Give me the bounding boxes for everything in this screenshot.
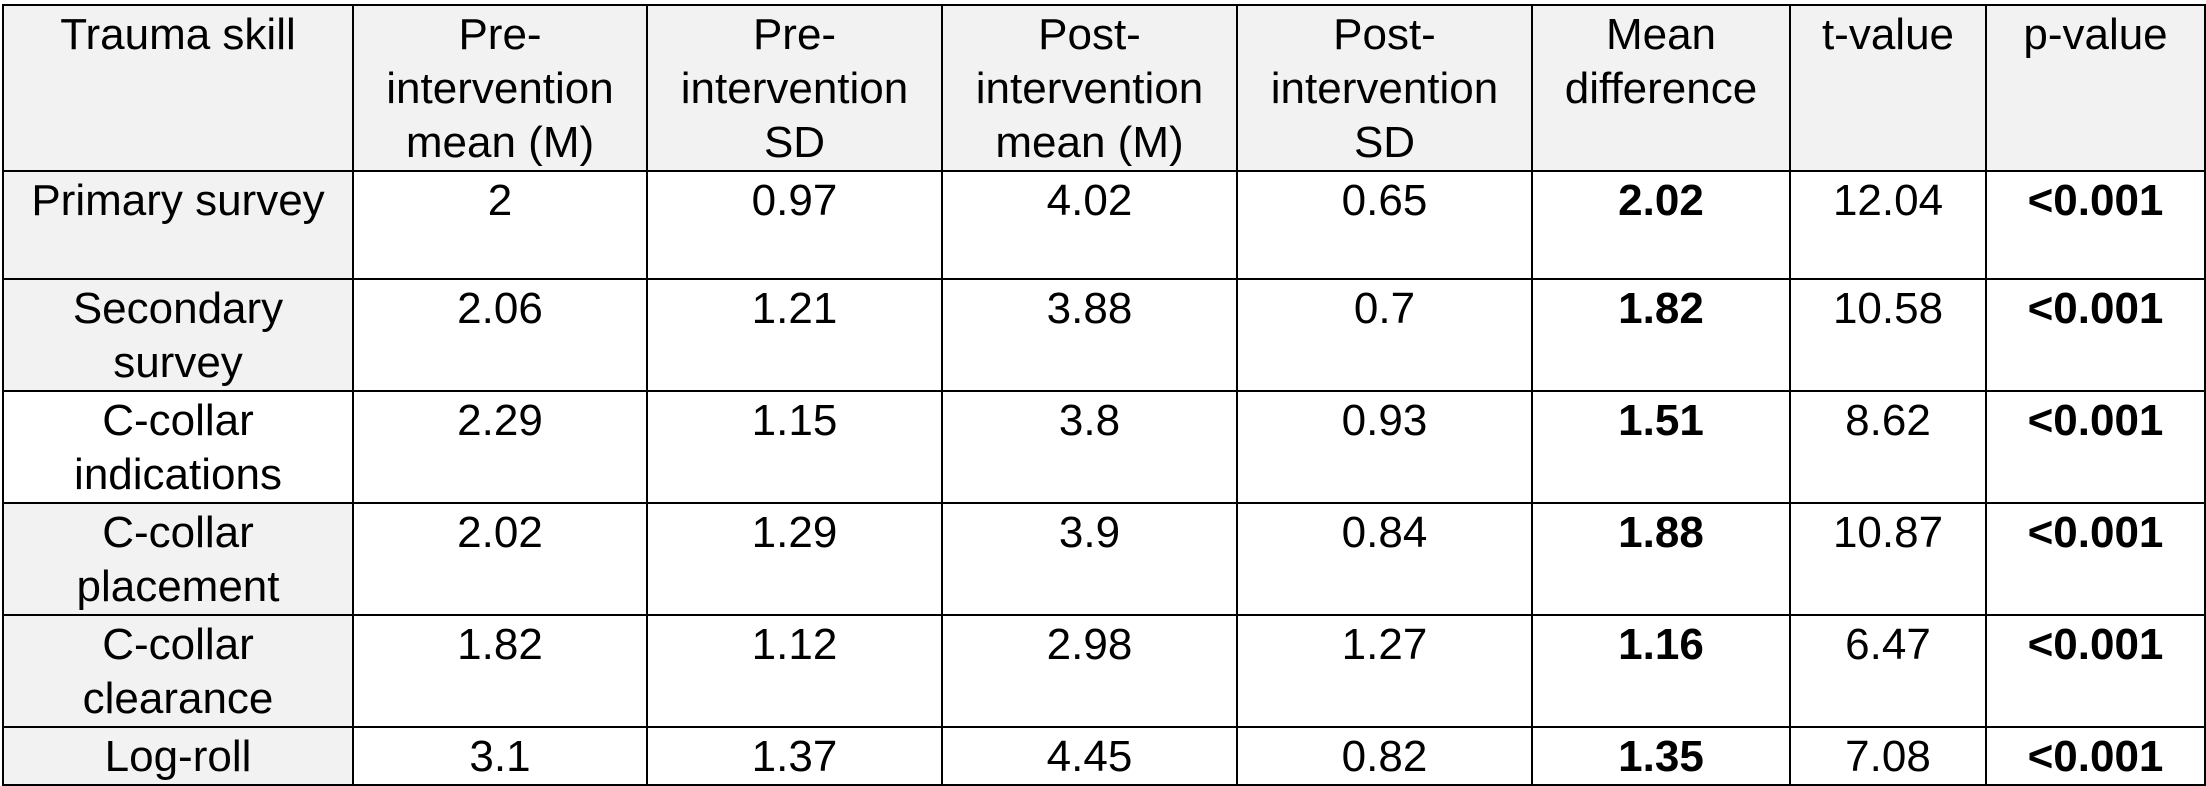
header-p-value: p-value [1985, 4, 2206, 172]
cell-pre-mean: 2.06 [352, 278, 648, 392]
cell-post-mean: 4.45 [941, 726, 1238, 786]
cell-pre-mean: 2.29 [352, 390, 648, 504]
cell-mean-difference: 2.02 [1531, 170, 1791, 280]
cell-pre-sd: 1.15 [646, 390, 943, 504]
table-header-row: Trauma skill Pre- intervention mean (M) … [2, 4, 2206, 172]
cell-mean-difference: 1.16 [1531, 614, 1791, 728]
header-post-sd: Post- intervention SD [1236, 4, 1533, 172]
cell-pre-sd: 1.37 [646, 726, 943, 786]
cell-post-mean: 2.98 [941, 614, 1238, 728]
cell-mean-difference: 1.51 [1531, 390, 1791, 504]
cell-pre-sd: 1.29 [646, 502, 943, 616]
cell-p-value: <0.001 [1985, 390, 2206, 504]
header-pre-sd: Pre- intervention SD [646, 4, 943, 172]
cell-skill: C-collar placement [2, 502, 354, 616]
cell-t-value: 7.08 [1789, 726, 1987, 786]
cell-post-sd: 0.93 [1236, 390, 1533, 504]
cell-pre-mean: 2 [352, 170, 648, 280]
cell-t-value: 10.58 [1789, 278, 1987, 392]
cell-p-value: <0.001 [1985, 278, 2206, 392]
trauma-skills-table: Trauma skill Pre- intervention mean (M) … [2, 4, 2206, 786]
table-row: Primary survey 2 0.97 4.02 0.65 2.02 12.… [2, 170, 2206, 280]
cell-post-mean: 4.02 [941, 170, 1238, 280]
header-post-mean: Post- intervention mean (M) [941, 4, 1238, 172]
cell-post-sd: 0.84 [1236, 502, 1533, 616]
cell-post-sd: 1.27 [1236, 614, 1533, 728]
table-row: C-collar placement 2.02 1.29 3.9 0.84 1.… [2, 502, 2206, 616]
table-row: Log-roll 3.1 1.37 4.45 0.82 1.35 7.08 <0… [2, 726, 2206, 786]
cell-post-sd: 0.65 [1236, 170, 1533, 280]
cell-pre-mean: 1.82 [352, 614, 648, 728]
cell-mean-difference: 1.35 [1531, 726, 1791, 786]
cell-post-sd: 0.7 [1236, 278, 1533, 392]
table-row: Secondary survey 2.06 1.21 3.88 0.7 1.82… [2, 278, 2206, 392]
cell-t-value: 12.04 [1789, 170, 1987, 280]
cell-t-value: 6.47 [1789, 614, 1987, 728]
header-mean-difference: Mean difference [1531, 4, 1791, 172]
cell-post-mean: 3.88 [941, 278, 1238, 392]
table-row: C-collar indications 2.29 1.15 3.8 0.93 … [2, 390, 2206, 504]
cell-skill: C-collar clearance [2, 614, 354, 728]
table-row: C-collar clearance 1.82 1.12 2.98 1.27 1… [2, 614, 2206, 728]
cell-skill: Log-roll [2, 726, 354, 786]
cell-pre-mean: 3.1 [352, 726, 648, 786]
cell-skill: Primary survey [2, 170, 354, 280]
cell-pre-mean: 2.02 [352, 502, 648, 616]
cell-pre-sd: 0.97 [646, 170, 943, 280]
cell-skill: Secondary survey [2, 278, 354, 392]
header-trauma-skill: Trauma skill [2, 4, 354, 172]
cell-p-value: <0.001 [1985, 614, 2206, 728]
cell-post-sd: 0.82 [1236, 726, 1533, 786]
cell-pre-sd: 1.21 [646, 278, 943, 392]
cell-pre-sd: 1.12 [646, 614, 943, 728]
cell-p-value: <0.001 [1985, 170, 2206, 280]
cell-p-value: <0.001 [1985, 726, 2206, 786]
cell-t-value: 10.87 [1789, 502, 1987, 616]
cell-post-mean: 3.9 [941, 502, 1238, 616]
cell-skill: C-collar indications [2, 390, 354, 504]
header-pre-mean: Pre- intervention mean (M) [352, 4, 648, 172]
header-t-value: t-value [1789, 4, 1987, 172]
cell-t-value: 8.62 [1789, 390, 1987, 504]
cell-mean-difference: 1.82 [1531, 278, 1791, 392]
cell-p-value: <0.001 [1985, 502, 2206, 616]
cell-post-mean: 3.8 [941, 390, 1238, 504]
cell-mean-difference: 1.88 [1531, 502, 1791, 616]
